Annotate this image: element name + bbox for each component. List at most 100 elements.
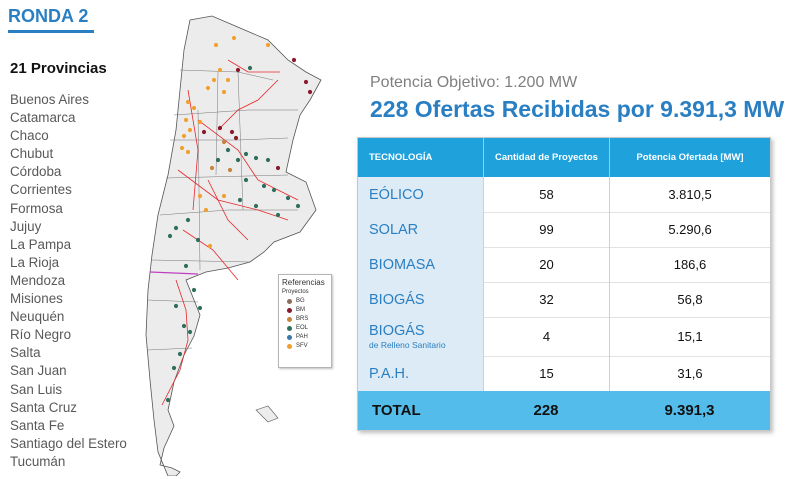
count-cell: 58 — [483, 177, 609, 212]
project-marker — [217, 125, 223, 131]
project-marker — [215, 157, 221, 163]
project-marker — [225, 77, 231, 83]
province-item: San Luis — [10, 381, 63, 397]
project-marker — [261, 183, 267, 189]
country-outline — [145, 15, 322, 476]
tech-cell: P.A.H. — [358, 356, 483, 391]
project-marker — [307, 89, 313, 95]
province-item: Córdoba — [10, 164, 62, 180]
project-marker — [253, 203, 259, 209]
table-header: TECNOLOGÍA Cantidad de Proyectos Potenci… — [358, 138, 770, 177]
project-marker — [187, 329, 193, 335]
legend-subtitle: Proyectos — [282, 289, 309, 295]
provinces-title: 21 Provincias — [10, 60, 107, 77]
project-marker — [201, 129, 207, 135]
project-marker — [209, 165, 215, 171]
project-marker — [207, 243, 213, 249]
project-marker — [197, 305, 203, 311]
legend-item: BM — [287, 306, 331, 314]
project-marker — [185, 217, 191, 223]
province-item: Misiones — [10, 291, 63, 307]
project-marker — [191, 105, 197, 111]
project-marker — [285, 195, 291, 201]
legend-dot — [287, 334, 292, 340]
header-power: Potencia Ofertada [MW] — [609, 138, 770, 177]
header-count: Cantidad de Proyectos — [483, 138, 609, 177]
province-list: Buenos Aires Catamarca Chaco Chubut Córd… — [10, 91, 127, 471]
total-count: 228 — [533, 402, 559, 419]
province-item: Corrientes — [10, 182, 72, 198]
province-item: Jujuy — [10, 218, 42, 234]
project-marker — [229, 129, 235, 135]
project-marker — [243, 151, 249, 157]
map-legend: Referencias Proyectos BG BM BRS EOL PAH … — [278, 274, 332, 368]
project-marker — [195, 237, 201, 243]
project-marker — [191, 287, 197, 293]
project-marker — [213, 42, 219, 48]
offers-headline: 228 Ofertas Recibidas por 9.391,3 MW — [370, 96, 785, 122]
count-cell: 15 — [483, 356, 609, 391]
legend-dot — [287, 325, 292, 331]
malvinas-islands — [255, 405, 279, 423]
project-marker — [181, 323, 187, 329]
table-row: BIOMASA 20 186,6 — [358, 247, 770, 283]
project-marker — [237, 197, 243, 203]
province-item: Neuquén — [10, 309, 65, 325]
legend-dot — [287, 298, 292, 304]
province-item: Catamarca — [10, 110, 76, 126]
legend-item: PAH — [287, 333, 331, 341]
project-marker — [231, 35, 237, 41]
table-row: BIOGÁS 32 56,8 — [358, 282, 770, 318]
project-marker — [187, 127, 193, 133]
project-marker — [291, 57, 297, 63]
project-marker — [235, 157, 241, 163]
province-item: La Pampa — [10, 236, 72, 252]
province-item: Formosa — [10, 200, 63, 216]
tech-cell: BIOGÁS — [358, 282, 483, 317]
province-item: Mendoza — [10, 272, 66, 288]
province-item: Río Negro — [10, 327, 72, 343]
tech-cell: BIOMASA — [358, 247, 483, 282]
project-marker — [221, 193, 227, 199]
argentina-map — [145, 15, 322, 476]
count-cell: 32 — [483, 282, 609, 317]
province-borders — [147, 69, 298, 351]
project-marker — [165, 397, 171, 403]
region-boundary — [149, 271, 199, 275]
power-cell: 56,8 — [609, 282, 770, 317]
project-marker — [205, 85, 211, 91]
table-row: P.A.H. 15 31,6 — [358, 356, 770, 392]
tech-cell: BIOGÁS de Relleno Sanitario — [358, 317, 483, 356]
province-item: Santiago del Estero — [10, 435, 127, 451]
count-cell: 4 — [483, 317, 609, 356]
project-marker — [275, 165, 281, 171]
project-marker — [271, 187, 277, 193]
legend-item: SFV — [287, 342, 331, 350]
legend-item: EOL — [287, 324, 331, 332]
project-marker — [171, 365, 177, 371]
project-marker — [211, 77, 217, 83]
project-marker — [221, 139, 227, 145]
project-marker — [275, 212, 281, 218]
legend-dot — [287, 343, 292, 349]
project-markers — [165, 35, 313, 403]
power-cell: 5.290,6 — [609, 212, 770, 247]
legend-item: BG — [287, 297, 331, 305]
project-marker — [173, 303, 179, 309]
project-marker — [265, 157, 271, 163]
legend-dot — [287, 307, 292, 313]
province-item: Buenos Aires — [10, 92, 89, 107]
project-marker — [217, 67, 223, 73]
legend-label: BM — [296, 307, 305, 313]
power-cell: 186,6 — [609, 247, 770, 282]
project-marker — [197, 193, 203, 199]
page-title: RONDA 2 — [8, 6, 94, 33]
legend-title: Referencias — [282, 278, 325, 287]
project-marker — [221, 89, 227, 95]
project-marker — [243, 177, 249, 183]
province-item: Santa Fe — [10, 417, 65, 433]
legend-dot — [287, 316, 292, 322]
count-cell: 20 — [483, 247, 609, 282]
province-item: Chubut — [10, 146, 54, 162]
project-marker — [227, 167, 233, 173]
